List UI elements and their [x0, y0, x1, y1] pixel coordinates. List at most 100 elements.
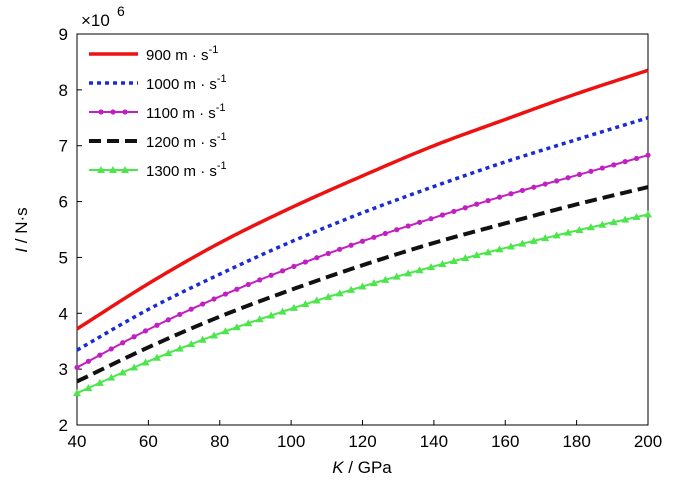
series-marker [588, 168, 594, 174]
x-tick-label: 180 [562, 432, 590, 451]
series-marker [347, 285, 356, 293]
legend-label: 1300 m · s-1 [146, 160, 227, 180]
series-marker [506, 242, 515, 250]
series-marker [118, 368, 127, 376]
series-marker [484, 248, 493, 256]
series-marker [95, 378, 104, 386]
series-marker [495, 245, 504, 253]
legend-item-1200: 1200 m · s-1 [89, 131, 227, 151]
series-marker [472, 251, 481, 259]
series-marker [599, 165, 605, 171]
y-axis-unit: / N·s [12, 207, 31, 248]
series-marker [622, 159, 628, 165]
series-marker [97, 352, 103, 358]
legend-marker [110, 109, 116, 115]
series-marker [107, 373, 116, 381]
series-marker [175, 344, 184, 352]
legend-value: 1100 [146, 105, 178, 122]
y-multiplier-base: ×10 [81, 11, 110, 30]
series-marker [462, 205, 468, 211]
legend-item-1300: 1300 m · s-1 [89, 160, 227, 180]
series-marker [611, 162, 617, 168]
series-marker [120, 340, 126, 346]
series-marker [554, 178, 560, 184]
series-marker [565, 175, 571, 181]
series-marker [576, 171, 583, 178]
axis-ticks: 40 60 80 100 120 140 160 180 200 2 3 4 5 6 7 8 9 [59, 25, 663, 451]
y-tick-label: 4 [59, 304, 68, 323]
series-marker [268, 272, 274, 278]
x-tick-label: 140 [420, 432, 448, 451]
series-layer [73, 68, 652, 397]
series-marker [301, 300, 310, 308]
y-tick-label: 9 [59, 25, 68, 44]
legend-unit: m · s [179, 163, 217, 180]
series-marker [141, 358, 150, 366]
series-marker [291, 263, 297, 269]
y-axis-label: I / N·s [12, 207, 31, 252]
series-marker [392, 272, 401, 280]
series-1300 [73, 210, 652, 397]
series-marker [415, 266, 424, 274]
series-marker [417, 219, 423, 225]
series-marker [335, 289, 344, 297]
series-marker [348, 242, 354, 248]
legend-item-900: 900 m · s-1 [89, 44, 218, 64]
series-marker [621, 215, 630, 223]
legend-unit-exponent: -1 [217, 131, 227, 143]
series-marker [131, 334, 137, 340]
series-marker [369, 279, 378, 287]
series-marker [358, 282, 367, 290]
series-marker [564, 228, 573, 236]
series-marker [267, 311, 276, 319]
legend-label: 1100 m · s-1 [146, 102, 226, 122]
legend-marker [122, 109, 128, 115]
series-marker [394, 227, 400, 233]
series-marker [188, 306, 194, 312]
series-marker [575, 225, 584, 233]
y-tick-label: 6 [59, 193, 68, 212]
legend-value: 1300 [146, 163, 179, 180]
series-marker [529, 236, 538, 244]
series-line [76, 154, 649, 369]
series-marker [279, 268, 286, 274]
series-marker [337, 246, 343, 252]
y-axis-variable: I [12, 248, 31, 253]
series-marker [314, 255, 320, 261]
series-marker [382, 230, 388, 237]
legend-unit-exponent: -1 [209, 44, 219, 56]
series-1100 [74, 152, 651, 371]
legend-unit-exponent: -1 [216, 102, 226, 114]
series-marker [84, 384, 93, 392]
x-tick-label: 200 [634, 432, 662, 451]
series-marker [130, 363, 139, 371]
series-marker [302, 259, 308, 265]
series-marker [222, 291, 229, 297]
series-1200 [76, 185, 649, 384]
legend-unit: m · s [179, 134, 217, 151]
legend-marker [98, 109, 104, 115]
x-tick-label: 60 [139, 432, 158, 451]
legend-unit: m · s [179, 76, 217, 93]
series-marker [428, 216, 434, 222]
series-marker [232, 323, 241, 331]
series-marker [633, 155, 640, 162]
series-marker [234, 286, 240, 292]
series-marker [609, 218, 618, 226]
series-marker [451, 208, 457, 214]
series-marker [257, 277, 263, 283]
series-marker [289, 303, 298, 311]
legend-marker [97, 166, 105, 173]
legend-value: 1000 [146, 76, 179, 93]
legend-item-1100: 1100 m · s-1 [89, 102, 226, 122]
y-tick-label: 8 [59, 81, 68, 100]
legend-label: 1200 m · s-1 [146, 131, 227, 151]
series-marker [542, 181, 548, 187]
legend-value: 1200 [146, 134, 179, 151]
series-marker [371, 234, 377, 240]
series-marker [165, 317, 171, 323]
legend-unit: m · s [171, 47, 209, 64]
series-marker [245, 281, 251, 288]
